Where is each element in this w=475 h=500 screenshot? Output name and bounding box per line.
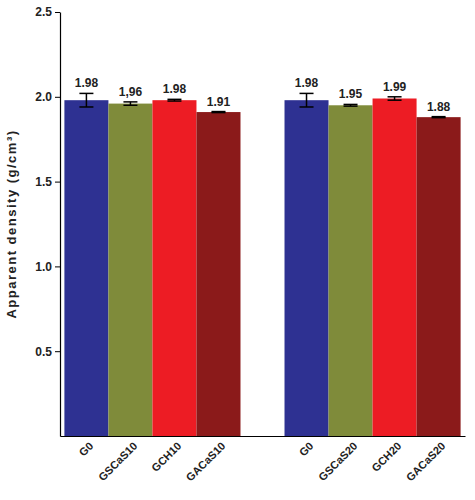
y-tick-label: 1.0: [35, 260, 52, 274]
error-bar-cap: [432, 116, 446, 118]
error-bar: [388, 97, 402, 100]
error-bar: [167, 99, 181, 101]
bar: [64, 100, 108, 436]
y-axis-line: [60, 13, 61, 437]
marks: [64, 93, 460, 436]
x-tick-label: GCH10: [149, 440, 183, 474]
y-tick: 0.5: [35, 345, 60, 359]
x-tick-label: GSCaS20: [316, 440, 360, 484]
y-tick-mark: [55, 351, 60, 352]
y-axis: 0.5 1.0 1.5 2.0 2.5: [35, 5, 60, 436]
chart: 1.98 1,96 1.98 1.91 1.98 1.95 1.99 1.88 0.5 1.0 1.…: [0, 0, 475, 500]
y-tick-mark: [55, 266, 60, 267]
y-tick: 2.0: [35, 90, 60, 104]
error-bar-cap: [388, 96, 402, 98]
error-bar-cap: [123, 101, 137, 103]
error-bar-cap: [432, 117, 446, 119]
y-tick: 2.5: [35, 5, 60, 19]
y-axis-title: Apparent density (g/cm³): [4, 129, 19, 318]
error-bar-cap: [300, 93, 314, 95]
y-tick-mark: [55, 12, 60, 13]
bar: [417, 117, 461, 436]
y-tick-mark: [55, 182, 60, 183]
error-bar-cap: [388, 99, 402, 101]
bar: [373, 98, 417, 436]
data-label: 1.98: [75, 76, 99, 90]
x-tick-label: GACaS20: [404, 440, 448, 484]
bar: [152, 100, 196, 436]
x-tick: G0: [77, 436, 96, 458]
error-bar-cap: [167, 100, 181, 102]
x-tick: GCH10: [149, 436, 183, 474]
error-bar: [344, 104, 358, 106]
error-bar-cap: [79, 93, 93, 95]
error-bar-cap: [300, 106, 314, 108]
error-bar-cap: [123, 105, 137, 107]
data-label: 1.88: [427, 100, 451, 114]
error-bar: [79, 93, 93, 107]
x-tick-label: G0: [297, 440, 316, 459]
y-tick-label: 1.5: [35, 175, 52, 189]
error-bar-stem: [306, 93, 308, 107]
error-bar-cap: [344, 105, 358, 107]
y-tick-label: 2.5: [35, 5, 52, 19]
x-tick: GACaS10: [184, 436, 228, 484]
data-label: 1.98: [163, 82, 187, 96]
x-tick-label: GACaS10: [184, 440, 228, 484]
y-tick-label: 0.5: [35, 345, 52, 359]
x-tick: GSCaS10: [96, 436, 140, 483]
bar: [285, 100, 329, 436]
error-bar-stem: [86, 93, 88, 107]
x-tick-label: G0: [77, 440, 96, 459]
error-bar-cap: [79, 106, 93, 108]
error-bar-cap: [211, 112, 225, 114]
x-tick: GACaS20: [404, 436, 448, 484]
error-bar: [300, 93, 314, 107]
y-tick-label: 2.0: [35, 90, 52, 104]
x-axis-line: [61, 436, 466, 437]
error-bar: [123, 102, 137, 105]
y-tick-mark: [55, 97, 60, 98]
bar: [196, 112, 240, 436]
error-bar-cap: [344, 104, 358, 106]
data-label: 1.91: [207, 95, 231, 109]
x-tick: GSCaS20: [316, 436, 360, 483]
plot: 1.98 1,96 1.98 1.91 1.98 1.95 1.99 1.88 0.5 1.0 1.…: [35, 5, 465, 483]
data-labels: 1.98 1,96 1.98 1.91 1.98 1.95 1.99 1.88: [75, 76, 451, 113]
y-tick: 1.5: [35, 175, 60, 189]
data-label: 1.99: [383, 80, 407, 94]
x-axis: G0GSCaS10GCH10GACaS10G0GSCaS20GCH20GACaS…: [61, 436, 466, 484]
data-label: 1.98: [295, 76, 319, 90]
bar: [329, 105, 373, 436]
x-tick: GCH20: [369, 436, 403, 474]
x-tick: G0: [297, 436, 316, 458]
error-bar-cap: [167, 99, 181, 101]
bar: [108, 104, 152, 436]
error-bar: [211, 112, 225, 113]
x-tick-label: GCH20: [369, 440, 403, 474]
x-tick-label: GSCaS10: [96, 440, 140, 484]
data-label: 1,96: [119, 85, 143, 99]
error-bar-cap: [211, 111, 225, 113]
y-tick: 1.0: [35, 260, 60, 274]
error-bar: [432, 117, 446, 118]
data-label: 1.95: [339, 87, 363, 101]
